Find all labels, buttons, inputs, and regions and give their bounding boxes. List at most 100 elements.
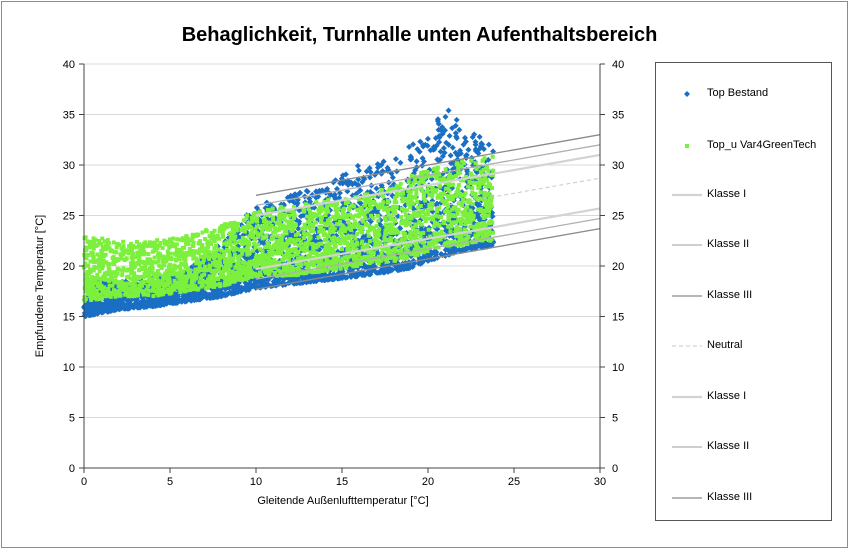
data-point	[418, 234, 423, 239]
data-point	[451, 182, 456, 187]
data-point	[271, 230, 276, 235]
data-point	[174, 264, 179, 269]
data-point	[153, 260, 158, 265]
data-point	[311, 243, 316, 248]
data-point	[381, 194, 386, 199]
data-point	[293, 233, 298, 238]
data-point	[275, 233, 280, 238]
data-point	[148, 257, 153, 262]
data-point	[281, 254, 286, 259]
data-point	[200, 230, 205, 235]
data-point	[457, 234, 462, 239]
data-point	[408, 242, 413, 247]
data-point	[281, 226, 286, 231]
data-point	[85, 285, 90, 290]
data-point	[419, 170, 424, 175]
data-point	[120, 272, 125, 277]
data-point	[218, 255, 223, 260]
data-point	[425, 187, 430, 192]
data-point	[250, 234, 255, 239]
data-point	[203, 264, 208, 269]
data-point	[226, 279, 231, 284]
data-point	[211, 281, 216, 286]
data-point	[443, 201, 448, 206]
data-point	[371, 227, 376, 232]
data-point	[228, 263, 233, 268]
data-point	[193, 293, 200, 300]
data-point	[323, 261, 328, 266]
data-point	[284, 226, 289, 231]
data-point	[408, 183, 413, 188]
data-point	[156, 251, 161, 256]
data-point	[487, 209, 492, 214]
data-point	[408, 205, 413, 210]
data-point	[314, 269, 319, 274]
data-point	[113, 278, 118, 283]
data-point	[197, 264, 202, 269]
data-point	[369, 205, 374, 210]
data-point	[269, 224, 274, 229]
data-point	[439, 229, 444, 234]
data-point	[83, 245, 88, 250]
data-point	[241, 271, 246, 276]
data-point	[272, 226, 277, 231]
data-point	[125, 267, 130, 272]
data-point	[462, 211, 467, 216]
data-point	[344, 274, 351, 281]
data-point	[181, 251, 186, 256]
data-point	[276, 227, 281, 232]
data-point	[345, 255, 350, 260]
data-point	[436, 231, 441, 236]
data-point	[197, 261, 202, 266]
data-point	[253, 227, 258, 232]
data-point	[150, 288, 155, 293]
data-point	[333, 205, 338, 210]
data-point	[404, 218, 409, 223]
data-point	[363, 216, 368, 221]
data-point	[399, 206, 404, 211]
data-point	[454, 229, 459, 234]
data-point	[320, 269, 325, 274]
data-point	[399, 215, 404, 220]
data-point	[217, 226, 222, 231]
data-point	[354, 162, 361, 169]
data-point	[281, 241, 286, 246]
data-point	[294, 260, 299, 265]
data-point	[265, 276, 272, 283]
data-point	[89, 267, 94, 272]
data-point	[344, 214, 349, 219]
data-point	[260, 226, 265, 231]
data-point	[308, 226, 313, 231]
data-point	[178, 290, 183, 295]
data-point	[368, 249, 373, 254]
data-point	[306, 219, 311, 224]
data-point	[456, 207, 461, 212]
data-point	[86, 263, 91, 268]
data-point	[141, 246, 146, 251]
data-point	[189, 273, 194, 278]
data-point	[343, 229, 348, 234]
data-point	[278, 207, 283, 212]
data-point	[341, 235, 346, 240]
data-point	[116, 284, 121, 289]
data-point	[345, 258, 350, 263]
data-point	[392, 247, 397, 252]
data-point	[302, 249, 307, 254]
data-point	[105, 308, 112, 315]
data-point	[363, 203, 368, 208]
data-point	[355, 263, 360, 268]
data-point	[428, 173, 433, 178]
data-point	[255, 214, 260, 219]
data-point	[83, 248, 88, 253]
data-point	[375, 269, 382, 276]
data-point	[333, 207, 338, 212]
data-point	[108, 248, 113, 253]
data-point	[331, 239, 336, 244]
data-point	[446, 240, 451, 245]
data-point	[96, 284, 101, 289]
data-point	[419, 208, 424, 213]
data-point	[178, 237, 183, 242]
data-point	[153, 275, 158, 280]
data-point	[263, 270, 268, 275]
